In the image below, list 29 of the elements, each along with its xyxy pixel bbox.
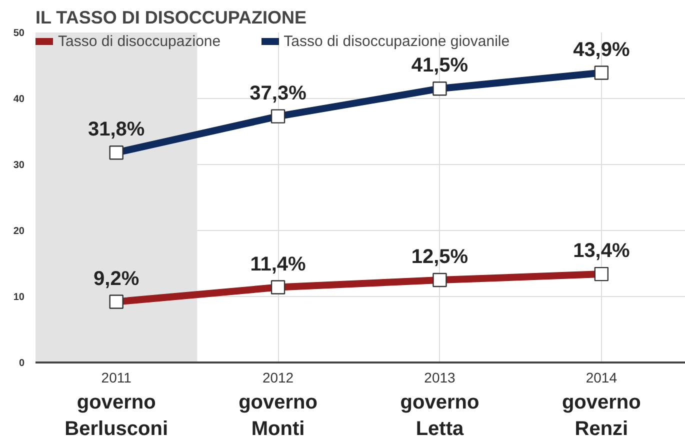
data-label: 41,5% [411, 54, 468, 77]
data-label: 13,4% [573, 240, 630, 262]
y-tick-label: 50 [13, 28, 25, 39]
point [432, 82, 447, 96]
data-label: 43,9% [573, 38, 630, 61]
x-tick-label: 2012 [262, 370, 294, 386]
text: governo Letta [400, 392, 480, 440]
text: governo Berlusconi [64, 392, 168, 440]
data-label: 12,5% [411, 246, 468, 268]
point [594, 66, 609, 80]
legend-label: Tasso di disoccupazione [58, 32, 221, 50]
x-tick-label: 2014 [586, 370, 618, 386]
y-tick-label: 0 [18, 358, 25, 369]
x-tick-label: 2013 [424, 370, 456, 386]
chart-title: IL TASSO DI DISOCCUPAZIONE [36, 8, 307, 28]
y-tick-label: 10 [13, 292, 25, 303]
text: governo Renzi [562, 392, 641, 440]
data-label: 9,2% [94, 268, 140, 290]
y-tick-label: 40 [13, 94, 25, 105]
data-label: 11,4% [250, 253, 306, 276]
legend-label: Tasso di disoccupazione giovanile [284, 32, 510, 50]
data-label: 31,8% [88, 118, 145, 141]
point [270, 109, 286, 124]
data-label: 37,3% [250, 82, 307, 104]
point [109, 146, 124, 160]
text: governo Monti [238, 392, 318, 440]
x-tick-label: 2011 [101, 370, 132, 386]
y-tick-label: 30 [13, 160, 25, 171]
y-tick-label: 20 [13, 226, 25, 237]
